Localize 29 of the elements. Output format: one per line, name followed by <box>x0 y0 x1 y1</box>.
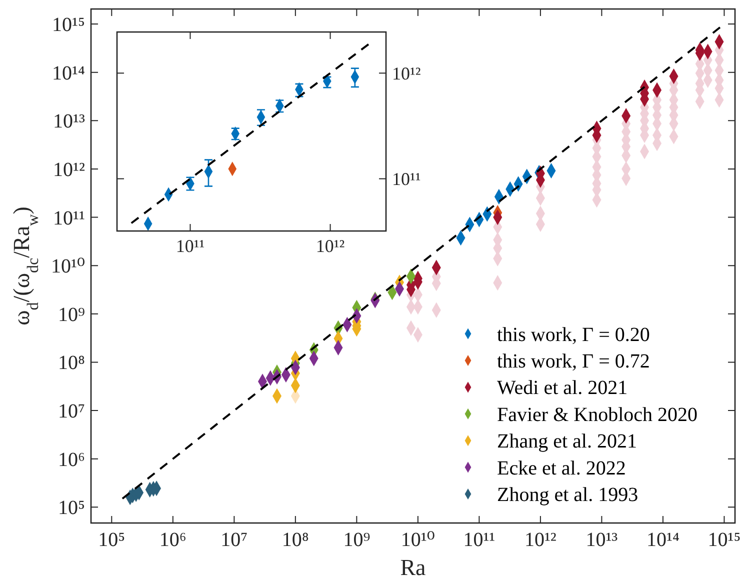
y-tick-label: 10¹¹ <box>53 207 85 230</box>
x-axis-title: Ra <box>400 555 426 580</box>
legend-label: this work, Γ = 0.72 <box>497 350 650 372</box>
y-tick-label: 10¹³ <box>53 110 85 133</box>
y-tick-label: 10¹⁴ <box>52 62 86 84</box>
legend-label: Zhang et al. 2021 <box>497 430 637 453</box>
y-tick-label: 10¹⁵ <box>52 14 85 36</box>
y-tick-label: 10¹² <box>53 158 85 181</box>
legend-label: Zhong et al. 1993 <box>497 484 638 506</box>
legend-label: Wedi et al. 2021 <box>497 377 628 400</box>
legend-label: Ecke et al. 2022 <box>497 457 626 480</box>
x-tick-label: 10⁹ <box>343 529 370 551</box>
x-tick-label: 10¹³ <box>586 529 618 551</box>
x-tick-label: 10¹¹ <box>463 529 496 551</box>
y-tick-label: 10¹⁰ <box>50 256 85 278</box>
x-tick-label: 10¹⁴ <box>646 529 680 551</box>
legend-label: Favier & Knobloch 2020 <box>497 404 698 426</box>
legend-label: this work, Γ = 0.20 <box>497 324 650 346</box>
x-tick-label: 10⁵ <box>98 529 126 551</box>
y-tick-label: 10⁹ <box>58 304 86 326</box>
y-tick-label: 10⁶ <box>58 448 86 471</box>
x-tick-label: 10¹⁵ <box>708 529 741 551</box>
x-tick-label: 10⁸ <box>282 529 309 551</box>
x-tick-label: 10⁷ <box>220 529 248 551</box>
y-tick-label: 10⁵ <box>58 497 85 520</box>
y-tick-label: 10⁷ <box>58 400 86 423</box>
x-tick-label: 10⁶ <box>159 529 186 551</box>
x-tick-label: 10¹² <box>524 529 556 551</box>
y-tick-label: 10⁸ <box>58 352 86 374</box>
